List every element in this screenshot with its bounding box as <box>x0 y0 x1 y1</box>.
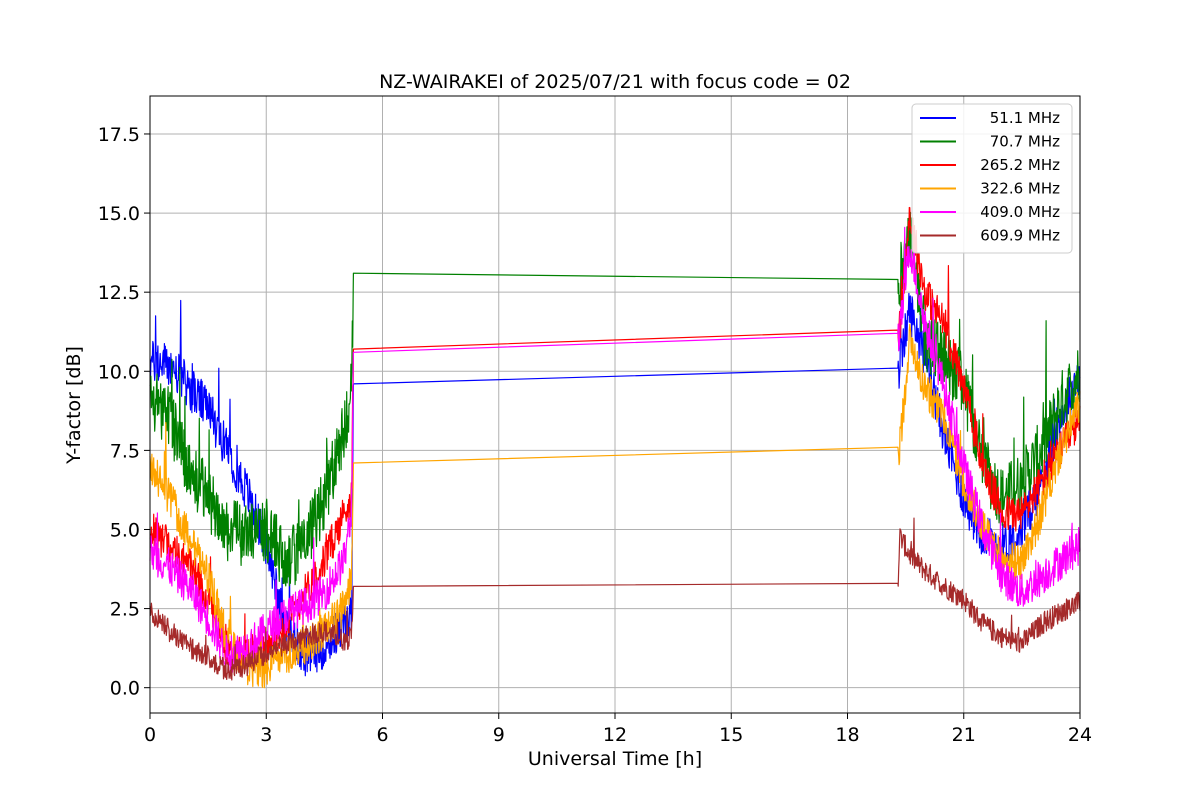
series-line-609-9-MHz <box>149 517 1081 681</box>
x-tick-label: 24 <box>1068 724 1092 746</box>
x-tick-label: 9 <box>493 724 505 746</box>
legend-entry: 322.6 MHz <box>980 180 1060 198</box>
y-tick-label: 7.5 <box>110 440 140 462</box>
series-line-51-1-MHz <box>149 292 1081 677</box>
legend-entry: 409.0 MHz <box>980 203 1060 221</box>
series-line-322-6-MHz <box>149 323 1081 689</box>
x-tick-label: 6 <box>376 724 388 746</box>
chart-title: NZ-WAIRAKEI of 2025/07/21 with focus cod… <box>379 71 851 93</box>
y-tick-label: 2.5 <box>110 599 140 621</box>
x-axis-label: Universal Time [h] <box>528 748 702 770</box>
plot-series <box>149 206 1081 689</box>
x-tick-label: 15 <box>719 724 743 746</box>
y-tick-label: 5.0 <box>110 519 140 541</box>
y-tick-label: 10.0 <box>98 361 140 383</box>
legend-entry: 70.7 MHz <box>990 133 1060 151</box>
y-tick-label: 17.5 <box>98 124 140 146</box>
legend-entry: 265.2 MHz <box>980 156 1060 174</box>
y-axis: 0.0 2.5 5.0 7.5 10.0 12.5 15.0 17.5 <box>98 124 150 700</box>
y-tick-label: 12.5 <box>98 282 140 304</box>
series-line-70-7-MHz <box>149 211 1081 587</box>
legend: 51.1 MHz 70.7 MHz 265.2 MHz 322.6 MHz 409.0 … <box>911 103 1073 254</box>
legend-entry: 609.9 MHz <box>980 227 1060 245</box>
x-axis: 0 3 6 9 12 15 18 21 24 <box>144 713 1092 746</box>
x-tick-label: 0 <box>144 724 156 746</box>
y-tick-label: 0.0 <box>110 678 140 700</box>
x-tick-label: 18 <box>835 724 859 746</box>
legend-entry: 51.1 MHz <box>990 109 1060 127</box>
y-tick-label: 15.0 <box>98 203 140 225</box>
x-tick-label: 21 <box>952 724 976 746</box>
x-tick-label: 3 <box>260 724 272 746</box>
series-line-409-0-MHz <box>149 226 1081 674</box>
x-tick-label: 12 <box>603 724 627 746</box>
y-axis-label: Y-factor [dB] <box>63 346 85 465</box>
